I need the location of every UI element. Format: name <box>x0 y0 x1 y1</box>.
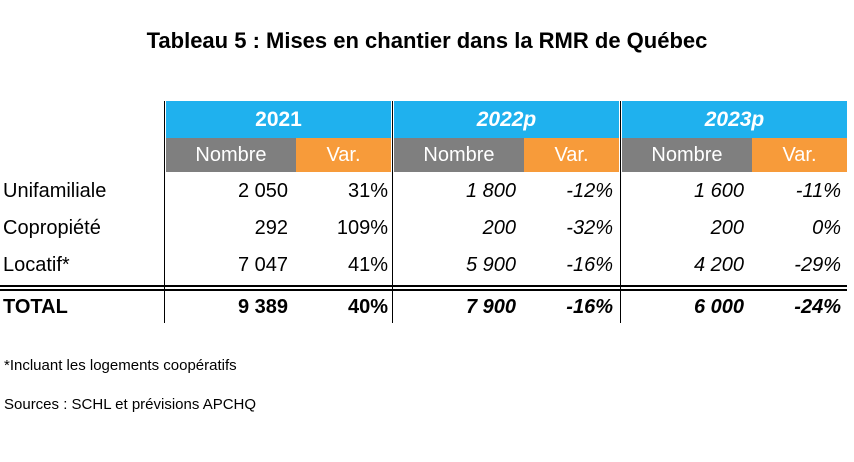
total-cell: 40% <box>347 296 388 318</box>
table-cell: 200 <box>482 217 516 239</box>
var-header-2021: Var. <box>296 138 391 172</box>
column-divider <box>164 101 165 323</box>
table-cell: 4 200 <box>693 254 744 276</box>
table-cell: -32% <box>566 217 613 239</box>
row-label-unifamiliale: Unifamiliale <box>3 180 107 202</box>
total-separator-line <box>0 285 847 287</box>
total-cell: -16% <box>566 296 613 318</box>
year-header-2021: 2021 <box>166 101 391 138</box>
total-cell: -24% <box>794 296 841 318</box>
count-header-2021: Nombre <box>166 138 296 172</box>
table-cell: 292 <box>254 217 288 239</box>
total-cell: 6 000 <box>693 296 744 318</box>
table-cell: 5 900 <box>465 254 516 276</box>
housing-starts-table: 2021 2022p 2023p Nombre Var. Nombre Var.… <box>0 101 854 325</box>
table-cell: 1 600 <box>693 180 744 202</box>
column-divider <box>392 101 393 323</box>
column-divider <box>620 101 621 323</box>
table-cell: -12% <box>566 180 613 202</box>
total-cell: 9 389 <box>237 296 288 318</box>
count-header-2022p: Nombre <box>394 138 524 172</box>
table-cell: 0% <box>812 217 841 239</box>
table-cell: 7 047 <box>237 254 288 276</box>
table-title: Tableau 5 : Mises en chantier dans la RM… <box>146 28 708 53</box>
sources-note: Sources : SCHL et prévisions APCHQ <box>4 396 257 413</box>
total-cell: 7 900 <box>465 296 516 318</box>
table-cell: 31% <box>347 180 388 202</box>
count-header-2023p: Nombre <box>622 138 752 172</box>
row-label-locatif: Locatif* <box>3 254 70 276</box>
year-header-2022p: 2022p <box>394 101 619 138</box>
year-header-2023p: 2023p <box>622 101 847 138</box>
table-cell: 41% <box>347 254 388 276</box>
table-cell: -16% <box>566 254 613 276</box>
table-cell: -11% <box>795 180 841 202</box>
row-label-total: TOTAL <box>3 296 68 318</box>
row-label-copropiete: Copropiété <box>3 217 101 239</box>
table-cell: 200 <box>710 217 744 239</box>
table-cell: 2 050 <box>237 180 288 202</box>
table-cell: -29% <box>794 254 841 276</box>
var-header-2022p: Var. <box>524 138 619 172</box>
table-cell: 1 800 <box>465 180 516 202</box>
total-separator-line <box>0 289 847 291</box>
var-header-2023p: Var. <box>752 138 847 172</box>
footnote: *Incluant les logements coopératifs <box>4 357 237 374</box>
table-cell: 109% <box>336 217 388 239</box>
